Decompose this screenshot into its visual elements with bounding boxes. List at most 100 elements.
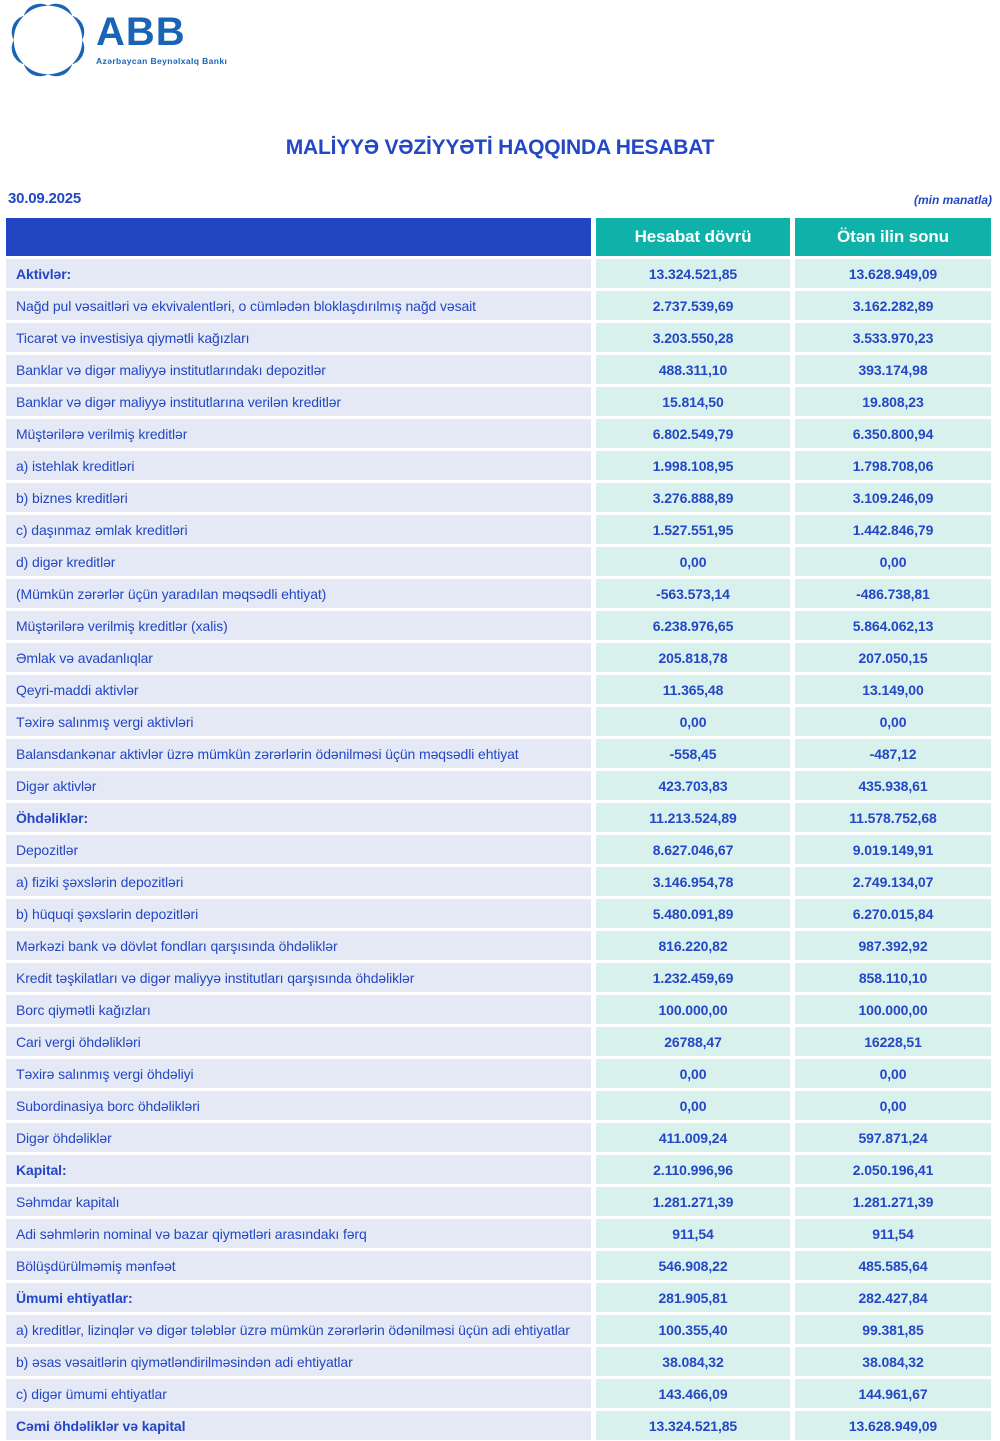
row-value-current: 26788,47 — [596, 1027, 790, 1056]
row-label: Digər öhdəliklər — [6, 1123, 591, 1152]
row-value-current: 411.009,24 — [596, 1123, 790, 1152]
row-value-current: 6.802.549,79 — [596, 419, 790, 448]
row-value-current: 1.281.271,39 — [596, 1187, 790, 1216]
row-value-previous: 100.000,00 — [795, 995, 991, 1024]
brand-subtitle: Azərbaycan Beynəlxalq Bankı — [96, 56, 228, 66]
row-value-current: 143.466,09 — [596, 1379, 790, 1408]
brand-name: ABB — [96, 10, 186, 54]
row-value-previous: 144.961,67 — [795, 1379, 991, 1408]
row-label: Öhdəliklər: — [6, 803, 591, 832]
row-value-previous: 1.798.708,06 — [795, 451, 991, 480]
row-value-current: 0,00 — [596, 707, 790, 736]
row-value-previous: 0,00 — [795, 1059, 991, 1088]
row-value-previous: 485.585,64 — [795, 1251, 991, 1280]
row-value-previous: 987.392,92 — [795, 931, 991, 960]
row-value-current: 1.998.108,95 — [596, 451, 790, 480]
row-label: Adi səhmlərin nominal və bazar qiymətlər… — [6, 1219, 591, 1248]
row-label: Subordinasiya borc öhdəlikləri — [6, 1091, 591, 1120]
row-value-previous: 6.270.015,84 — [795, 899, 991, 928]
row-value-current: 1.232.459,69 — [596, 963, 790, 992]
row-value-previous: 9.019.149,91 — [795, 835, 991, 864]
row-label: Səhmdar kapitalı — [6, 1187, 591, 1216]
row-label: Banklar və digər maliyyə institutlarında… — [6, 355, 591, 384]
row-value-current: 0,00 — [596, 547, 790, 576]
row-label: Cari vergi öhdəlikləri — [6, 1027, 591, 1056]
report-date: 30.09.2025 — [8, 190, 82, 207]
row-value-current: 816.220,82 — [596, 931, 790, 960]
row-value-previous: 6.350.800,94 — [795, 419, 991, 448]
row-label: Ticarət və investisiya qiymətli kağızlar… — [6, 323, 591, 352]
abb-pinwheel-icon — [10, 2, 86, 78]
row-value-previous: 38.084,32 — [795, 1347, 991, 1376]
row-label: d) digər kreditlər — [6, 547, 591, 576]
row-label: Nağd pul vəsaitləri və ekvivalentləri, o… — [6, 291, 591, 320]
row-label: Kapital: — [6, 1155, 591, 1184]
row-value-current: 205.818,78 — [596, 643, 790, 672]
row-label: b) əsas vəsaitlərin qiymətləndirilməsind… — [6, 1347, 591, 1376]
row-label: Kredit təşkilatları və digər maliyyə ins… — [6, 963, 591, 992]
row-value-previous: 13.628.949,09 — [795, 1411, 991, 1440]
row-value-current: 3.276.888,89 — [596, 483, 790, 512]
row-label: a) istehlak kreditləri — [6, 451, 591, 480]
row-value-current: 546.908,22 — [596, 1251, 790, 1280]
row-value-current: 8.627.046,67 — [596, 835, 790, 864]
row-value-previous: 393.174,98 — [795, 355, 991, 384]
row-label: Aktivlər: — [6, 259, 591, 288]
row-value-current: 0,00 — [596, 1059, 790, 1088]
row-value-current: 3.146.954,78 — [596, 867, 790, 896]
row-value-previous: 3.162.282,89 — [795, 291, 991, 320]
row-value-previous: 597.871,24 — [795, 1123, 991, 1152]
row-label: b) biznes kreditləri — [6, 483, 591, 512]
row-label: (Mümkün zərərlər üçün yaradılan məqsədli… — [6, 579, 591, 608]
row-label: Mərkəzi bank və dövlət fondları qarşısın… — [6, 931, 591, 960]
row-label: a) kreditlər, lizinqlər və digər tələblə… — [6, 1315, 591, 1344]
row-value-previous: 1.442.846,79 — [795, 515, 991, 544]
row-label: Cəmi öhdəliklər və kapital — [6, 1411, 591, 1440]
row-value-current: 38.084,32 — [596, 1347, 790, 1376]
row-label: Balansdankənar aktivlər üzrə mümkün zərə… — [6, 739, 591, 768]
row-value-current: 100.000,00 — [596, 995, 790, 1024]
bank-logo: ABB Azərbaycan Beynəlxalq Bankı — [10, 2, 227, 78]
row-value-previous: 207.050,15 — [795, 643, 991, 672]
row-value-current: 13.324.521,85 — [596, 259, 790, 288]
row-label: Depozitlər — [6, 835, 591, 864]
unit-note: (min manatla) — [913, 193, 992, 207]
row-value-previous: 911,54 — [795, 1219, 991, 1248]
row-value-current: -558,45 — [596, 739, 790, 768]
row-label: Ümumi ehtiyatlar: — [6, 1283, 591, 1312]
row-value-previous: 19.808,23 — [795, 387, 991, 416]
row-value-previous: 2.749.134,07 — [795, 867, 991, 896]
row-label: c) digər ümumi ehtiyatlar — [6, 1379, 591, 1408]
row-label: Müştərilərə verilmiş kreditlər — [6, 419, 591, 448]
row-value-current: 13.324.521,85 — [596, 1411, 790, 1440]
row-value-previous: 16228,51 — [795, 1027, 991, 1056]
row-label: Müştərilərə verilmiş kreditlər (xalis) — [6, 611, 591, 640]
row-value-previous: 3.533.970,23 — [795, 323, 991, 352]
row-label: a) fiziki şəxslərin depozitləri — [6, 867, 591, 896]
row-value-previous: 3.109.246,09 — [795, 483, 991, 512]
page-title: MALİYYƏ VƏZİYYƏTİ HAQQINDA HESABAT — [285, 136, 715, 159]
row-value-current: 1.527.551,95 — [596, 515, 790, 544]
header-current-period: Hesabat dövrü — [596, 218, 790, 256]
row-value-current: 3.203.550,28 — [596, 323, 790, 352]
row-value-current: 281.905,81 — [596, 1283, 790, 1312]
row-value-previous: 1.281.271,39 — [795, 1187, 991, 1216]
row-value-previous: 0,00 — [795, 707, 991, 736]
row-value-current: 2.737.539,69 — [596, 291, 790, 320]
row-value-previous: 282.427,84 — [795, 1283, 991, 1312]
row-value-previous: 0,00 — [795, 547, 991, 576]
row-value-previous: 13.628.949,09 — [795, 259, 991, 288]
row-label: Digər aktivlər — [6, 771, 591, 800]
row-value-current: 11.213.524,89 — [596, 803, 790, 832]
row-value-previous: -487,12 — [795, 739, 991, 768]
row-value-previous: 5.864.062,13 — [795, 611, 991, 640]
row-value-previous: 0,00 — [795, 1091, 991, 1120]
row-value-previous: 99.381,85 — [795, 1315, 991, 1344]
row-label: Bölüşdürülməmiş mənfəət — [6, 1251, 591, 1280]
row-label: Qeyri-maddi aktivlər — [6, 675, 591, 704]
financial-position-table: Hesabat dövrü Ötən ilin sonu Aktivlər: 13… — [6, 218, 991, 1440]
row-label: Borc qiymətli kağızları — [6, 995, 591, 1024]
row-label: Təxirə salınmış vergi öhdəliyi — [6, 1059, 591, 1088]
row-value-current: 11.365,48 — [596, 675, 790, 704]
row-value-current: 15.814,50 — [596, 387, 790, 416]
